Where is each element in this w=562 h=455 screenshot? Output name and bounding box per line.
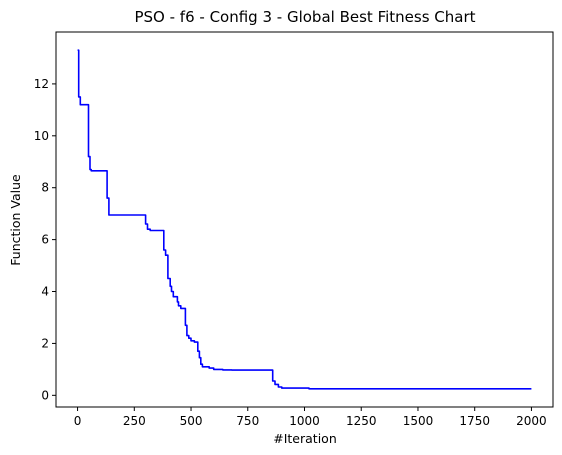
x-tick-label: 750 — [236, 414, 259, 428]
x-tick-label: 1250 — [346, 414, 377, 428]
y-axis-title: Function Value — [8, 174, 23, 266]
x-tick-label: 2000 — [516, 414, 547, 428]
series-layer — [77, 49, 532, 390]
y-tick-label: 2 — [41, 336, 49, 350]
fitness-series-line — [77, 49, 532, 390]
y-tick-label: 4 — [41, 285, 49, 299]
y-tick-label: 0 — [41, 388, 49, 402]
plot-frame — [55, 31, 554, 408]
x-tick-label: 250 — [123, 414, 146, 428]
x-tick-label: 1500 — [403, 414, 434, 428]
x-tick-label: 1000 — [289, 414, 320, 428]
y-tick-label: 12 — [34, 77, 49, 91]
y-axis: 0 2 4 6 8 10 12 — [34, 77, 56, 402]
x-tick-label: 0 — [74, 414, 82, 428]
y-tick-label: 10 — [34, 129, 49, 143]
x-tick-label: 500 — [180, 414, 203, 428]
x-axis-title: #Iteration — [273, 431, 337, 446]
chart-title: PSO - f6 - Config 3 - Global Best Fitnes… — [134, 8, 475, 26]
y-tick-label: 6 — [41, 233, 49, 247]
x-tick-label: 1750 — [459, 414, 490, 428]
x-axis: 0 250 500 750 1000 1250 1500 1750 2000 — [74, 407, 547, 428]
y-tick-label: 8 — [41, 181, 49, 195]
